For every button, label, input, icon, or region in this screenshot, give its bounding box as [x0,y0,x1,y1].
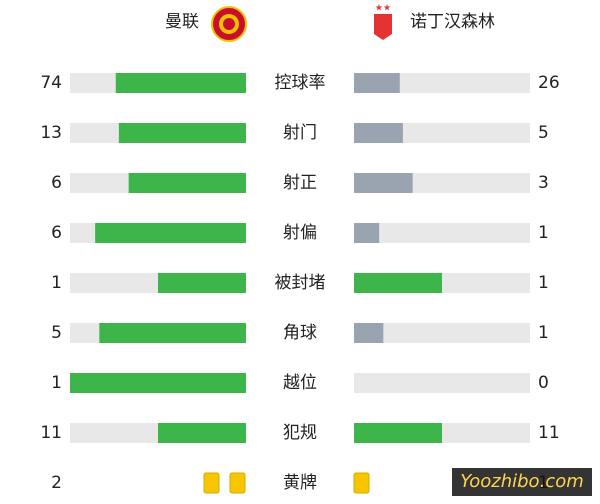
home-value: 11 [40,423,62,443]
stat-label: 角球 [283,323,317,343]
away-logo: ★★ [374,4,392,40]
home-value: 6 [51,223,62,243]
stat-label: 射门 [283,123,317,143]
away-track [354,373,530,393]
away-value: 1 [538,223,549,243]
stat-label: 射偏 [283,223,317,243]
away-bar [354,73,400,93]
yellow-card [229,472,246,494]
svg-text:★★: ★★ [375,4,391,14]
home-logo [211,6,247,42]
yellow-card [203,472,220,494]
home-bar [115,73,246,93]
home-team: 曼联 [165,12,199,32]
home-bar [99,323,246,343]
away-value: 1 [538,273,549,293]
home-value: 1 [51,273,62,293]
away-bar [354,423,442,443]
away-bar [354,323,384,343]
stat-label: 射正 [283,173,317,193]
away-value: 3 [538,173,549,193]
away-value: 5 [538,123,549,143]
home-value: 74 [40,73,62,93]
home-bar [158,273,246,293]
away-track [354,223,530,243]
stat-label: 越位 [283,373,317,393]
away-bar [354,173,413,193]
stat-label: 控球率 [275,73,326,93]
stat-label: 犯规 [283,423,317,443]
stat-label: 黄牌 [283,473,317,493]
away-team: 诺丁汉森林 [410,12,495,32]
away-value: 1 [538,323,549,343]
away-bar [354,273,442,293]
yellow-card [353,472,370,494]
watermark-text: Yoozhibo.com [460,471,584,492]
away-bar [354,123,403,143]
home-value: 5 [51,323,62,343]
home-bar [128,173,246,193]
home-value: 6 [51,173,62,193]
home-value: 1 [51,373,62,393]
home-bar [118,123,246,143]
watermark: Yoozhibo.com [452,468,592,496]
home-bar [158,423,246,443]
stat-label: 被封堵 [275,273,326,293]
home-value: 2 [51,473,62,493]
away-value: 0 [538,373,549,393]
away-value: 11 [538,423,560,443]
away-track [354,323,530,343]
home-bar [70,373,246,393]
away-value: 26 [538,73,560,93]
home-value: 13 [40,123,62,143]
away-bar [354,223,380,243]
home-bar [95,223,247,243]
